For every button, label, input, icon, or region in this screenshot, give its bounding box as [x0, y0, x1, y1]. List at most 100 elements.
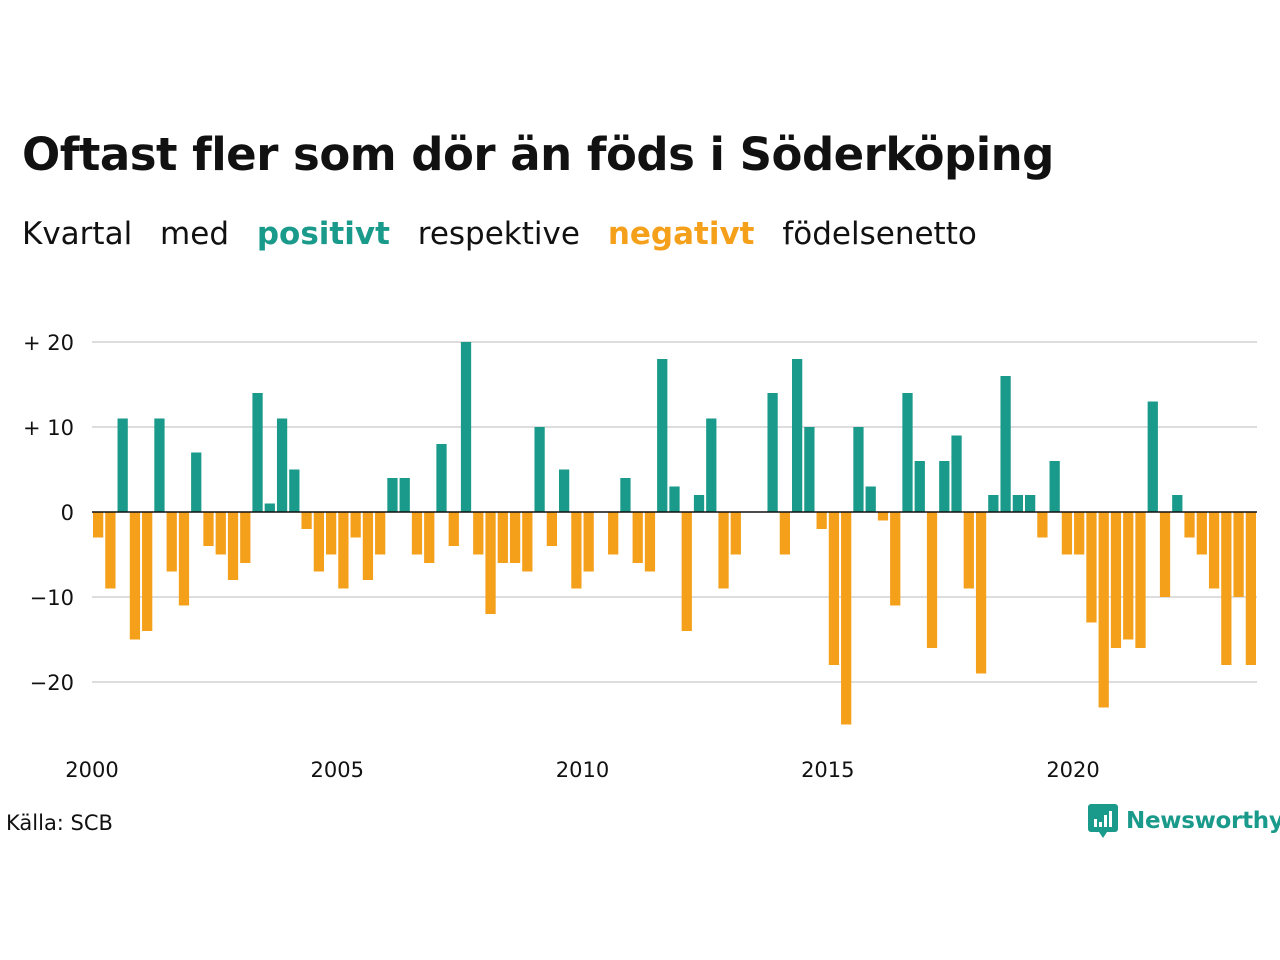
bar-negative	[1074, 512, 1085, 555]
bar-negative	[963, 512, 974, 589]
bar-positive	[914, 461, 925, 512]
brand-name: Newsworthy	[1126, 808, 1280, 834]
subtitle-text-1: Kvartal	[22, 216, 133, 252]
chart-title: Oftast fler som dör än föds i Söderköpin…	[22, 128, 1054, 181]
y-tick-label: 0	[61, 501, 74, 525]
bar-negative	[1110, 512, 1122, 648]
bar-negative	[448, 512, 459, 546]
bar-positive	[706, 418, 717, 512]
bar-positive	[276, 418, 288, 512]
bar-positive	[902, 393, 913, 512]
bar-negative	[178, 512, 190, 606]
y-tick-label: −10	[30, 586, 74, 610]
bar-negative	[1196, 512, 1207, 555]
bar-negative	[681, 512, 692, 631]
x-tick-label: 2000	[65, 758, 118, 782]
bar-positive	[620, 478, 631, 512]
bar-negative	[142, 512, 153, 631]
bar-negative	[1159, 512, 1171, 597]
y-tick-label: −20	[30, 671, 74, 695]
bar-negative	[362, 512, 374, 580]
legend-negative: negativt	[607, 216, 755, 252]
bar-negative	[497, 512, 508, 563]
bar-positive	[191, 452, 202, 512]
subtitle-text-3: respektive	[417, 216, 580, 252]
bar-negative	[203, 512, 214, 546]
bar-negative	[129, 512, 141, 640]
bar-positive	[1000, 376, 1011, 512]
bar-positive	[693, 495, 705, 512]
bar-negative	[424, 512, 435, 563]
bar-positive	[767, 393, 778, 512]
bar-negative	[105, 512, 116, 589]
bar-negative	[411, 512, 423, 555]
newsworthy-logo-icon	[1088, 804, 1118, 838]
bar-positive	[1025, 495, 1036, 512]
axes: + 20 + 10 0 −10 −20 2000 2005 2010 2015 2020	[23, 331, 1257, 782]
chart-subtitle: Kvartal med positivt respektive negativt…	[22, 216, 995, 252]
bar-negative	[926, 512, 938, 648]
bar-negative	[473, 512, 484, 555]
bar-positive	[865, 486, 876, 512]
bar-negative	[1221, 512, 1232, 665]
brand-logo[interactable]: Newsworthy	[1088, 804, 1280, 838]
bar-negative	[509, 512, 521, 563]
bar-positive	[657, 359, 668, 512]
bar-negative	[338, 512, 349, 589]
bar-positive	[460, 342, 472, 512]
bar-positive	[154, 418, 165, 512]
bar-negative	[326, 512, 337, 555]
bar-negative	[1135, 512, 1146, 648]
bar-negative	[1086, 512, 1097, 623]
bar-negative	[485, 512, 496, 614]
bar-negative	[375, 512, 386, 555]
bar-positive	[252, 393, 263, 512]
bar-negative	[1037, 512, 1048, 538]
bar-positive	[387, 478, 398, 512]
bar-negative	[632, 512, 643, 563]
bar-positive	[1049, 461, 1060, 512]
bar-negative	[166, 512, 177, 572]
bars	[93, 342, 1256, 725]
bar-negative	[890, 512, 901, 606]
bar-negative	[718, 512, 729, 589]
bar-negative	[1061, 512, 1073, 555]
x-tick-label: 2005	[311, 758, 364, 782]
bar-positive	[1147, 401, 1158, 512]
bar-negative	[644, 512, 656, 572]
x-tick-label: 2015	[801, 758, 854, 782]
bar-negative	[1245, 512, 1256, 665]
bar-negative	[546, 512, 557, 546]
bar-positive	[792, 359, 803, 512]
bar-negative	[1123, 512, 1134, 640]
bar-negative	[350, 512, 361, 538]
subtitle-text-2: med	[160, 216, 229, 252]
x-tick-label: 2020	[1046, 758, 1099, 782]
bar-negative	[301, 512, 312, 529]
bar-negative	[828, 512, 840, 665]
bar-chart: + 20 + 10 0 −10 −20 2000 2005 2010 2015 2020	[23, 331, 1257, 782]
bar-positive	[988, 495, 999, 512]
legend-positive: positivt	[256, 216, 390, 252]
bar-negative	[779, 512, 790, 555]
bar-negative	[1184, 512, 1195, 538]
bar-positive	[264, 503, 275, 512]
bar-negative	[227, 512, 239, 580]
bar-negative	[93, 512, 104, 538]
bar-negative	[240, 512, 251, 563]
bar-negative	[313, 512, 324, 572]
bar-negative	[571, 512, 582, 589]
bar-positive	[399, 478, 410, 512]
x-tick-label: 2010	[556, 758, 609, 782]
y-tick-label: + 10	[23, 416, 74, 440]
y-tick-label: + 20	[23, 331, 74, 355]
bar-positive	[951, 435, 962, 512]
subtitle-text-4: födelsenetto	[782, 216, 977, 252]
bar-positive	[669, 486, 680, 512]
bar-positive	[289, 469, 300, 512]
bar-positive	[804, 427, 815, 512]
source-note: Källa: SCB	[6, 811, 113, 835]
bar-negative	[1098, 512, 1109, 708]
bar-positive	[853, 427, 864, 512]
bar-negative	[730, 512, 741, 555]
